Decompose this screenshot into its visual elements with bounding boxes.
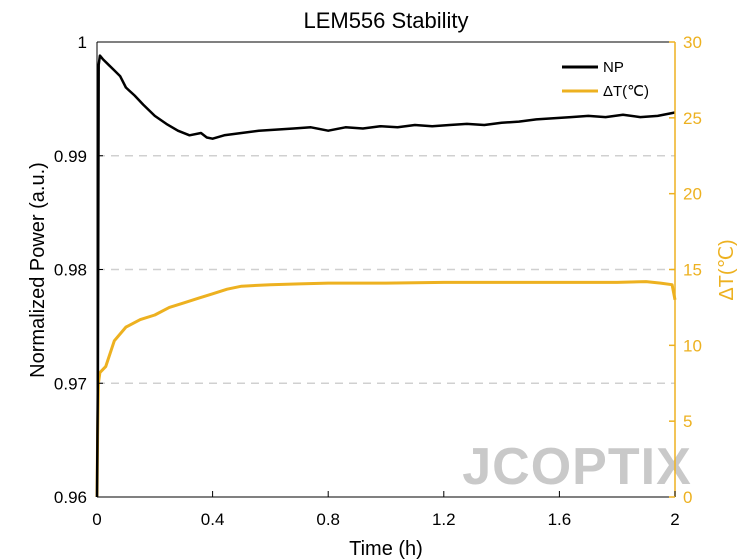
- series-line-np: [95, 54, 676, 498]
- y-tick-label: 1: [78, 33, 87, 52]
- gridlines: [97, 155, 675, 384]
- x-tick-label: 0.8: [316, 510, 340, 529]
- series-group: [95, 54, 677, 498]
- y-tick-label-right: 25: [683, 109, 702, 128]
- x-tick-label: 2: [670, 510, 679, 529]
- y-axis-label-right: ΔT(℃): [716, 239, 738, 300]
- x-tick-label: 0: [92, 510, 101, 529]
- series-line-dt: [95, 280, 677, 498]
- y-tick-label-right: 5: [683, 412, 692, 431]
- y-tick-label-right: 20: [683, 185, 702, 204]
- y-tick-label-right: 0: [683, 488, 692, 507]
- y-tick-label-right: 15: [683, 261, 702, 280]
- axis-ticks: 0 0.4 0.8 1.2 1.6 20.960.970.980.991051015202…: [54, 33, 702, 529]
- y-tick-label: 0.98: [54, 261, 87, 280]
- x-tick-label: 1.2: [432, 510, 456, 529]
- y-tick-label: 0.99: [54, 147, 87, 166]
- y-tick-label-right: 10: [683, 336, 702, 355]
- y-tick-label: 0.96: [54, 488, 87, 507]
- legend-label-dt: ΔT(℃): [603, 83, 649, 100]
- y-tick-label: 0.97: [54, 374, 87, 393]
- watermark-logo: JCOPTIX: [462, 438, 692, 496]
- legend-label-np: NP: [603, 59, 624, 76]
- x-tick-label: 1.6: [548, 510, 572, 529]
- chart-title: LEM556 Stability: [303, 8, 468, 33]
- y-tick-label-right: 30: [683, 33, 702, 52]
- x-axis-label: Time (h): [349, 538, 423, 560]
- x-tick-label: 0.4: [201, 510, 225, 529]
- legend: NP ΔT(℃): [562, 59, 649, 100]
- y-axis-label: Normalized Power (a.u.): [27, 162, 49, 378]
